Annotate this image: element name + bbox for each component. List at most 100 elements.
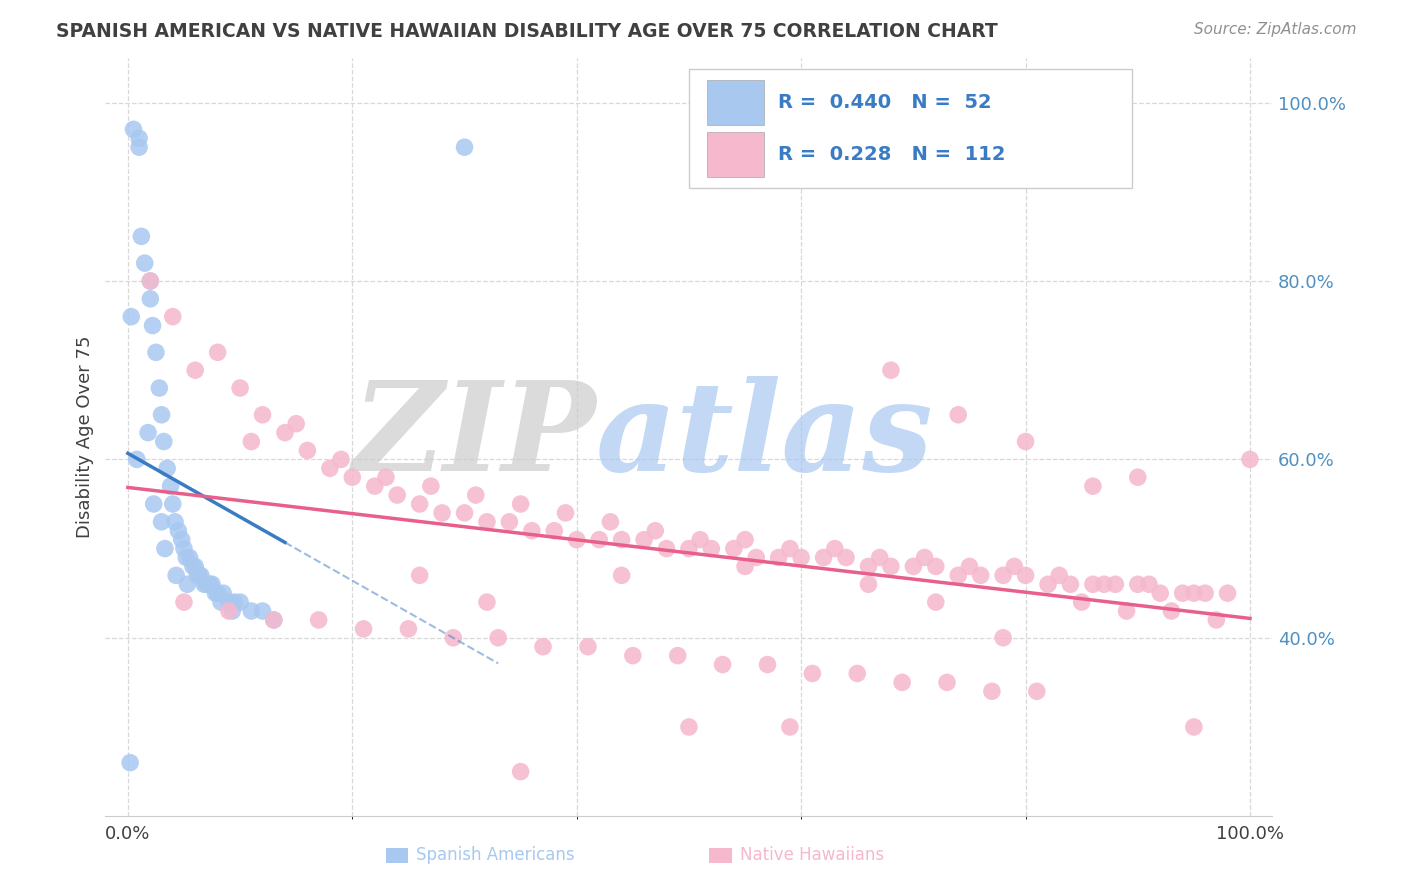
Point: [475, 515, 498, 529]
Point: [734, 559, 756, 574]
Point: [1070, 595, 1092, 609]
Point: [179, 550, 201, 565]
Point: [252, 604, 274, 618]
Text: atlas: atlas: [596, 376, 934, 498]
Point: [162, 310, 184, 324]
Point: [745, 550, 768, 565]
Point: [174, 550, 197, 565]
Point: [330, 452, 353, 467]
Point: [1081, 479, 1104, 493]
Point: [207, 345, 229, 359]
Text: Source: ZipAtlas.com: Source: ZipAtlas.com: [1194, 22, 1357, 37]
Point: [240, 604, 263, 618]
Text: Spanish Americans: Spanish Americans: [416, 847, 575, 864]
Point: [678, 720, 700, 734]
Text: R =  0.440   N =  52: R = 0.440 N = 52: [778, 93, 991, 112]
Text: Native Hawaiians: Native Hawaiians: [740, 847, 884, 864]
Point: [209, 595, 232, 609]
Point: [903, 559, 925, 574]
Point: [207, 586, 229, 600]
Point: [914, 550, 936, 565]
Point: [128, 140, 150, 154]
Point: [543, 524, 565, 538]
Point: [1182, 586, 1205, 600]
Point: [128, 131, 150, 145]
Point: [162, 497, 184, 511]
Point: [204, 586, 226, 600]
Point: [131, 229, 153, 244]
Point: [212, 586, 235, 600]
Point: [148, 381, 170, 395]
Point: [145, 345, 167, 359]
Point: [156, 461, 179, 475]
Point: [813, 550, 835, 565]
Point: [633, 533, 655, 547]
Text: SPANISH AMERICAN VS NATIVE HAWAIIAN DISABILITY AGE OVER 75 CORRELATION CHART: SPANISH AMERICAN VS NATIVE HAWAIIAN DISA…: [56, 22, 998, 41]
Point: [240, 434, 263, 449]
Y-axis label: Disability Age Over 75: Disability Age Over 75: [76, 335, 94, 539]
Point: [173, 541, 195, 556]
Point: [700, 541, 723, 556]
Point: [173, 595, 195, 609]
Point: [1104, 577, 1126, 591]
Point: [263, 613, 285, 627]
Point: [1025, 684, 1047, 698]
Point: [419, 479, 441, 493]
Point: [139, 292, 162, 306]
Point: [991, 568, 1014, 582]
Point: [308, 613, 330, 627]
Point: [125, 452, 148, 467]
Point: [554, 506, 576, 520]
Point: [1036, 577, 1059, 591]
Point: [198, 577, 221, 591]
Point: [142, 497, 165, 511]
Point: [396, 622, 419, 636]
Point: [186, 568, 208, 582]
Point: [353, 622, 375, 636]
Point: [464, 488, 486, 502]
Point: [509, 764, 531, 779]
Point: [779, 720, 801, 734]
Point: [1014, 434, 1036, 449]
Point: [122, 122, 145, 136]
Point: [120, 310, 142, 324]
Point: [134, 256, 156, 270]
Point: [576, 640, 599, 654]
Point: [610, 568, 633, 582]
Point: [475, 595, 498, 609]
Point: [150, 408, 173, 422]
Point: [1002, 559, 1025, 574]
Point: [453, 140, 475, 154]
Point: [891, 675, 914, 690]
Point: [187, 568, 209, 582]
Point: [342, 470, 364, 484]
Point: [197, 577, 219, 591]
Point: [153, 434, 174, 449]
Point: [1014, 568, 1036, 582]
Point: [1182, 720, 1205, 734]
Point: [1126, 577, 1149, 591]
Point: [1149, 586, 1171, 600]
Point: [297, 443, 319, 458]
Point: [531, 640, 554, 654]
Text: ZIP: ZIP: [352, 376, 596, 498]
Point: [1160, 604, 1182, 618]
Point: [734, 533, 756, 547]
Point: [195, 577, 218, 591]
Point: [364, 479, 387, 493]
Point: [201, 577, 224, 591]
Point: [621, 648, 644, 663]
Point: [846, 666, 869, 681]
Text: R =  0.228   N =  112: R = 0.228 N = 112: [778, 145, 1005, 164]
Point: [218, 604, 240, 618]
Point: [1239, 452, 1261, 467]
Point: [970, 568, 993, 582]
Point: [139, 274, 162, 288]
Point: [869, 550, 891, 565]
Point: [689, 533, 711, 547]
Point: [858, 577, 880, 591]
Point: [756, 657, 779, 672]
Point: [779, 541, 801, 556]
Point: [142, 318, 165, 333]
Point: [498, 515, 520, 529]
